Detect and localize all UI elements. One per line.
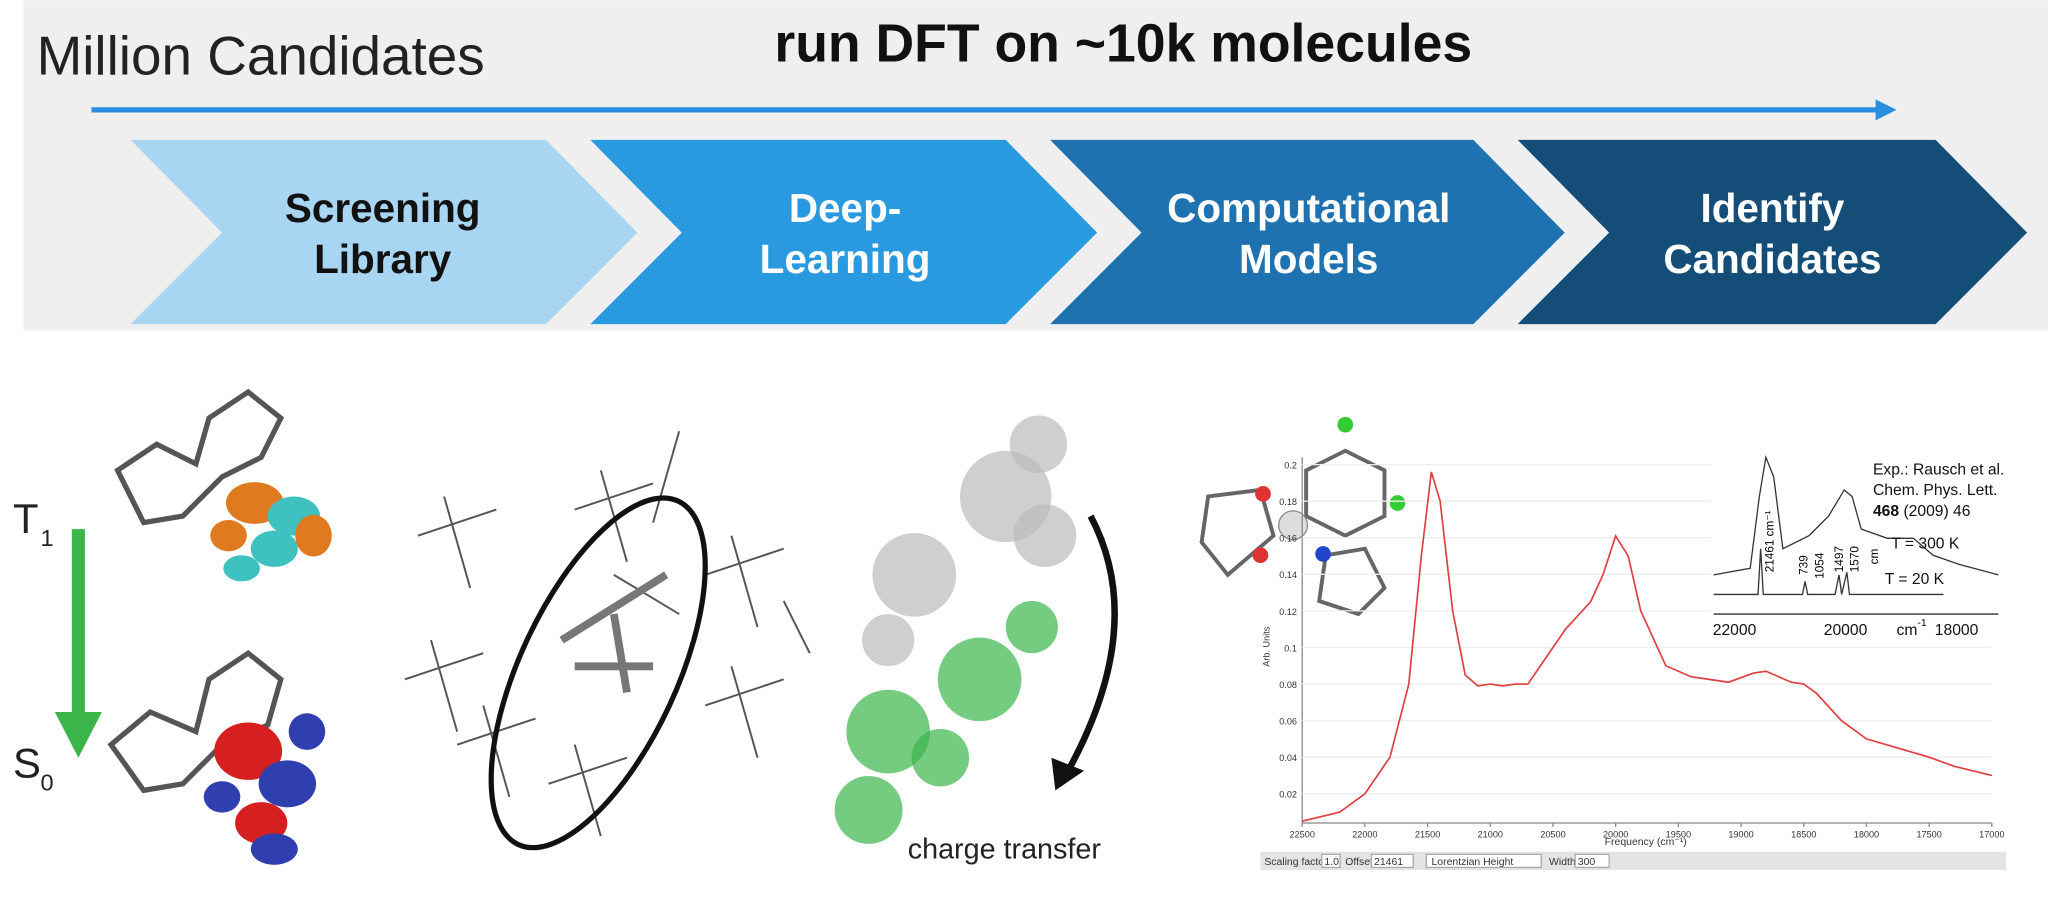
step-label: Candidates <box>1663 236 1881 282</box>
transition-arrowhead <box>54 712 102 758</box>
toolbar-value: 1.0 <box>1324 857 1339 868</box>
step-label: Models <box>1239 236 1378 282</box>
y-tick-label: 0.02 <box>1279 790 1297 800</box>
step-label: Library <box>314 236 452 282</box>
y-tick-label: 0.18 <box>1279 497 1297 507</box>
y-tick-label: 0.04 <box>1279 753 1297 763</box>
molecule-s0 <box>107 649 326 865</box>
x-axis-label: Frequency (cm⁻¹) <box>1605 837 1687 848</box>
figure-caption: charge transfer <box>908 833 1102 865</box>
state-label: S <box>13 739 41 786</box>
y-tick-label: 0.14 <box>1279 570 1297 580</box>
toolbar-label: Offset: <box>1345 857 1376 868</box>
center-title: run DFT on ~10k molecules <box>774 15 1472 74</box>
state-subscript: 0 <box>40 769 53 795</box>
x-tick-label: 18500 <box>1791 829 1816 839</box>
inset-line-unit: cm <box>1868 549 1881 565</box>
inset-temperature: T = 20 K <box>1885 571 1945 588</box>
inset-line-label: 1497 <box>1833 546 1846 572</box>
x-tick-label: 17000 <box>1979 829 2004 839</box>
inset-reference: Chem. Phys. Lett. <box>1873 482 1997 499</box>
inset-unit-sup: -1 <box>1917 618 1926 629</box>
step-chevron <box>1050 139 1565 325</box>
inset-line-label: 1054 <box>1813 552 1826 579</box>
crystal-packing <box>404 430 811 851</box>
x-tick-label: 21500 <box>1415 829 1440 839</box>
spectrum-line <box>1302 471 1993 823</box>
step-label: Computational <box>1167 185 1450 231</box>
charge-transfer-dimer <box>834 415 1118 844</box>
left-title: Million Candidates <box>37 25 485 87</box>
x-tick-label: 17500 <box>1916 829 1941 839</box>
y-tick-label: 0.16 <box>1279 534 1297 544</box>
inset-reference: Exp.: Rausch et al. <box>1873 461 2004 478</box>
y-axis-label: Arb. Units <box>1262 626 1272 666</box>
toolbar: Scaling factor: 1.0 Offset: 21461 Lorent… <box>1260 851 2007 871</box>
inset-tick: 22000 <box>1713 622 1757 639</box>
y-tick-label: 0.2 <box>1284 461 1297 471</box>
state-subscript: 1 <box>40 525 53 551</box>
step-label: Identify <box>1700 185 1844 231</box>
timeline-arrowhead <box>1875 99 1897 121</box>
inset-line-label: 1570 <box>1849 546 1862 573</box>
toolbar-label: Width: <box>1549 857 1579 868</box>
y-tick-label: 0.06 <box>1279 717 1297 727</box>
x-tick-label: 18000 <box>1854 829 1879 839</box>
x-tick-label: 19000 <box>1728 829 1753 839</box>
inset-peak-label: 21461 cm⁻¹ <box>1764 510 1777 572</box>
ref-rest: (2009) 46 <box>1903 503 1970 520</box>
toolbar-label: Scaling factor: <box>1264 857 1330 868</box>
inset: 21461 cm⁻¹ 739 1054 1497 1570 cm Exp.: R… <box>1711 450 2004 639</box>
inset-unit: cm <box>1896 622 1917 639</box>
inset-line-label: 739 <box>1798 555 1811 575</box>
step-chevron <box>1517 139 2028 325</box>
step-label: Learning <box>760 236 931 282</box>
step-label: Screening <box>285 185 481 231</box>
width-input[interactable] <box>1574 853 1610 869</box>
step-chevron <box>130 139 638 325</box>
molecule-t1 <box>114 388 332 582</box>
step-chevron <box>590 139 1098 325</box>
x-tick-label: 20000 <box>1603 829 1628 839</box>
step-label: Deep- <box>789 185 901 231</box>
molecule-complex <box>1199 416 1406 617</box>
toolbar-value: 300 <box>1578 857 1596 868</box>
toolbar-value: 21461 <box>1374 857 1403 868</box>
x-tick-label: 20500 <box>1540 829 1565 839</box>
scaling-input[interactable] <box>1321 853 1341 869</box>
inset-reference: 468 (2009) 46 <box>1873 503 1971 520</box>
offset-input[interactable] <box>1370 853 1414 869</box>
inset-tick: 20000 <box>1824 622 1868 639</box>
x-tick-label: 21000 <box>1478 829 1503 839</box>
state-label: T <box>13 495 39 542</box>
mode-select[interactable] <box>1425 853 1542 869</box>
x-tick-label: 22000 <box>1352 829 1377 839</box>
y-tick-label: 0.08 <box>1279 680 1297 690</box>
toolbar-value: Lorentzian Height <box>1432 857 1514 868</box>
y-tick-label: 0.1 <box>1284 643 1297 653</box>
inset-temperature: T = 300 K <box>1891 536 1960 553</box>
x-tick-label: 22500 <box>1290 829 1315 839</box>
y-tick-label: 0.12 <box>1279 607 1297 617</box>
inset-tick: 18000 <box>1935 622 1979 639</box>
ref-volume: 468 <box>1873 503 1899 520</box>
x-tick-label: 19500 <box>1666 829 1691 839</box>
